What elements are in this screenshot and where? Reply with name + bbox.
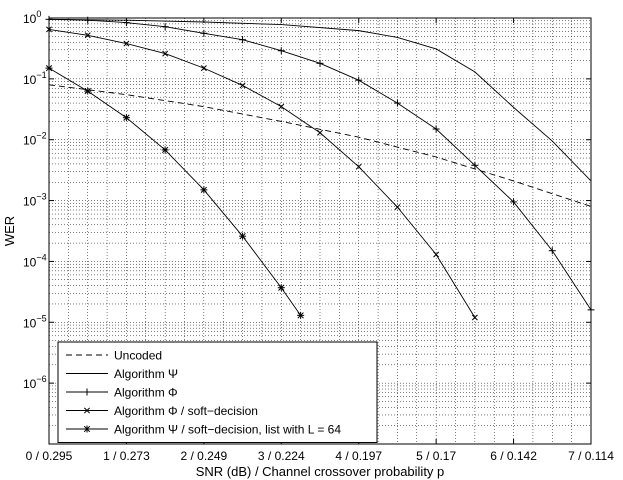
y-tick-label: 100 — [23, 9, 41, 26]
legend-label-2: Algorithm Φ — [114, 386, 178, 400]
x-axis-label: SNR (dB) / Channel crossover probability… — [196, 464, 445, 479]
series-line-4 — [48, 67, 302, 316]
marker-stroke — [200, 186, 208, 194]
legend-label-4: Algorithm Ψ / soft−decision, list with L… — [114, 423, 341, 437]
marker-stroke — [355, 163, 362, 170]
x-tick-label: 5 / 0.17 — [416, 449, 456, 463]
marker-stroke — [471, 314, 478, 321]
x-tick-label: 1 / 0.273 — [103, 449, 150, 463]
y-tick-label: 10−5 — [23, 313, 47, 330]
marker-stroke — [162, 50, 169, 57]
series-3-marker — [471, 314, 478, 321]
marker-stroke — [84, 32, 91, 39]
series-2-marker — [471, 161, 479, 169]
series-4-marker — [122, 114, 130, 122]
series-2-marker — [510, 198, 518, 206]
series-3-marker — [84, 32, 91, 39]
series-2-marker — [432, 125, 440, 133]
legend-marker-3 — [84, 407, 90, 414]
series-line-3 — [48, 28, 476, 318]
series-3-marker — [278, 103, 285, 110]
legend-marker-4 — [83, 425, 91, 433]
series-3-marker — [317, 129, 323, 136]
marker-stroke — [200, 65, 207, 72]
marker-stroke — [297, 312, 304, 319]
series-3-marker — [355, 163, 362, 170]
y-tick-label: 10−3 — [23, 192, 47, 209]
series-4-marker — [297, 311, 305, 319]
marker-stroke — [161, 146, 169, 154]
legend-box — [57, 341, 378, 443]
y-tick-label: 10−1 — [23, 70, 47, 87]
series-4-marker — [277, 284, 285, 292]
series-3-marker — [239, 82, 246, 89]
legend: Uncoded Algorithm Ψ Algorithm Φ Algorithm Φ… — [57, 341, 378, 443]
series-2-marker — [393, 99, 401, 107]
marker-stroke — [278, 103, 285, 110]
marker-stroke — [123, 40, 130, 47]
marker-stroke — [317, 129, 323, 136]
series-4-marker — [200, 186, 208, 194]
series-2-marker — [277, 47, 285, 55]
legend-label-0: Uncoded — [114, 349, 162, 363]
series-line-1 — [48, 18, 592, 182]
marker-stroke — [123, 114, 130, 121]
legend-label-3: Algorithm Φ / soft−decision — [114, 404, 258, 418]
series-4-marker — [161, 146, 169, 154]
series-3-marker — [123, 40, 130, 47]
marker-stroke — [83, 425, 91, 433]
marker-stroke — [84, 87, 91, 95]
x-tick-label: 0 / 0.295 — [26, 449, 73, 463]
series-3-marker — [162, 50, 169, 57]
legend-marker-2 — [83, 388, 91, 396]
marker-stroke — [433, 251, 440, 258]
marker-stroke — [278, 284, 285, 291]
y-axis-label: WER — [2, 216, 17, 246]
series-2-marker — [200, 29, 208, 37]
series-2-marker — [548, 247, 556, 255]
series-2-marker — [355, 76, 363, 84]
marker-stroke — [84, 407, 90, 414]
series-4-marker — [84, 87, 92, 95]
marker-stroke — [239, 233, 246, 240]
x-tick-label: 7 / 0.114 — [568, 449, 614, 463]
y-tick-label: 10−2 — [23, 131, 47, 148]
ticks: 0 / 0.295 1 / 0.273 2 / 0.249 3 / 0.224 4 / … — [23, 9, 614, 463]
series-3-marker — [394, 204, 401, 211]
series-2-marker — [316, 59, 324, 67]
x-tick-label: 3 / 0.224 — [258, 449, 305, 463]
y-tick-label: 10−4 — [23, 252, 47, 269]
marker-stroke — [394, 204, 401, 211]
series-3-marker — [200, 65, 207, 72]
series-4-marker — [239, 232, 247, 240]
legend-label-1: Algorithm Ψ — [114, 367, 178, 381]
series-2-marker — [161, 23, 169, 31]
x-tick-label: 6 / 0.142 — [490, 449, 537, 463]
series-line-0 — [48, 84, 592, 207]
plot-frame — [48, 17, 592, 445]
x-tick-label: 2 / 0.249 — [180, 449, 227, 463]
series-3-marker — [433, 251, 440, 258]
x-tick-label: 4 / 0.197 — [335, 449, 382, 463]
marker-stroke — [239, 82, 246, 89]
y-tick-label: 10−6 — [23, 374, 47, 391]
series-2-marker — [239, 36, 247, 44]
